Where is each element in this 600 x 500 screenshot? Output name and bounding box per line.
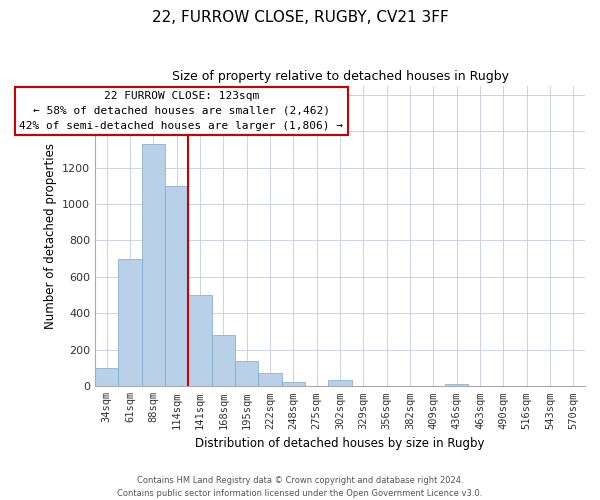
- Bar: [282, 382, 305, 386]
- Title: Size of property relative to detached houses in Rugby: Size of property relative to detached ho…: [172, 70, 509, 83]
- Bar: [95, 368, 118, 386]
- Bar: [118, 258, 142, 386]
- Y-axis label: Number of detached properties: Number of detached properties: [44, 143, 56, 329]
- Text: 22, FURROW CLOSE, RUGBY, CV21 3FF: 22, FURROW CLOSE, RUGBY, CV21 3FF: [152, 10, 448, 25]
- Text: 22 FURROW CLOSE: 123sqm
← 58% of detached houses are smaller (2,462)
42% of semi: 22 FURROW CLOSE: 123sqm ← 58% of detache…: [19, 91, 343, 130]
- Bar: [142, 144, 165, 386]
- Bar: [328, 380, 352, 386]
- Bar: [235, 361, 259, 386]
- X-axis label: Distribution of detached houses by size in Rugby: Distribution of detached houses by size …: [195, 437, 485, 450]
- Bar: [445, 384, 469, 386]
- Bar: [259, 372, 282, 386]
- Bar: [165, 186, 188, 386]
- Text: Contains HM Land Registry data © Crown copyright and database right 2024.
Contai: Contains HM Land Registry data © Crown c…: [118, 476, 482, 498]
- Bar: [212, 336, 235, 386]
- Bar: [188, 295, 212, 386]
